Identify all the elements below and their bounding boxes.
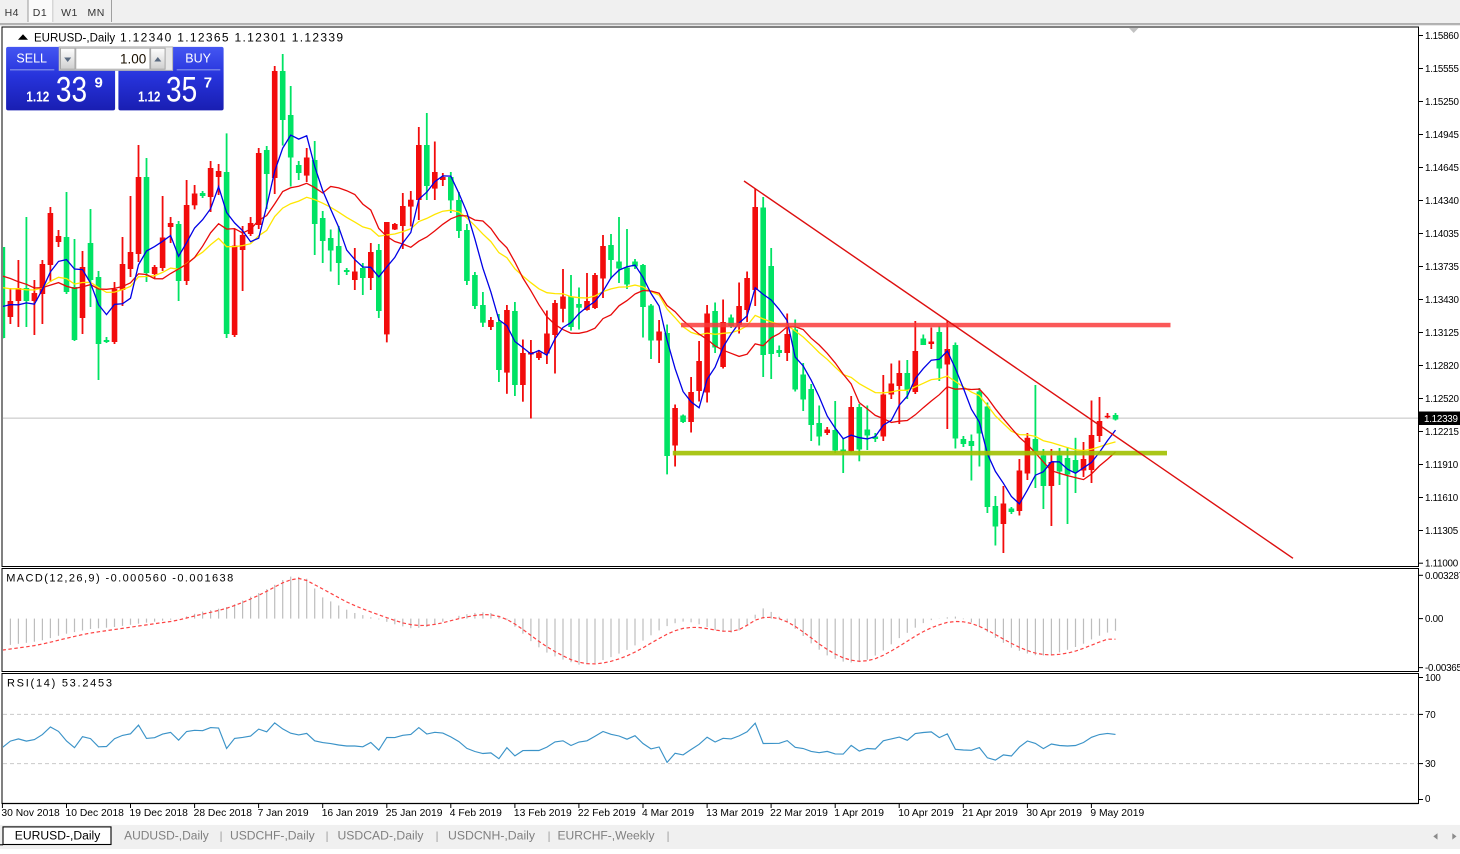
svg-text:1.12339: 1.12339 <box>1424 414 1458 425</box>
svg-text:1.12520: 1.12520 <box>1425 394 1459 405</box>
svg-text:13 Mar 2019: 13 Mar 2019 <box>706 808 764 819</box>
svg-text:USDCNH-,Daily: USDCNH-,Daily <box>448 830 535 842</box>
svg-text:1.12215: 1.12215 <box>1425 427 1459 438</box>
svg-text:7: 7 <box>204 75 212 92</box>
svg-text:1.13125: 1.13125 <box>1425 328 1459 339</box>
svg-text:1.11000: 1.11000 <box>1425 559 1459 570</box>
svg-text:70: 70 <box>1425 710 1436 721</box>
svg-text:W1: W1 <box>61 7 78 19</box>
svg-text:1.11305: 1.11305 <box>1425 526 1459 537</box>
svg-text:1.15250: 1.15250 <box>1425 97 1459 108</box>
svg-text:1.11910: 1.11910 <box>1425 460 1459 471</box>
svg-text:1.12820: 1.12820 <box>1425 361 1459 372</box>
svg-text:AUDUSD-,Daily: AUDUSD-,Daily <box>124 830 209 842</box>
svg-text:1.12: 1.12 <box>138 89 160 106</box>
svg-text:21 Apr 2019: 21 Apr 2019 <box>962 808 1018 819</box>
svg-text:9: 9 <box>95 75 103 92</box>
svg-text:USDCHF-,Daily: USDCHF-,Daily <box>230 830 315 842</box>
svg-text:30: 30 <box>1425 759 1436 770</box>
svg-text:35: 35 <box>166 71 197 110</box>
svg-text:BUY: BUY <box>185 52 211 66</box>
svg-text:1.11610: 1.11610 <box>1425 493 1459 504</box>
svg-text:19 Dec 2018: 19 Dec 2018 <box>130 808 189 819</box>
svg-text:MN: MN <box>88 7 105 19</box>
svg-text:25 Jan 2019: 25 Jan 2019 <box>386 808 443 819</box>
svg-text:30 Nov 2018: 30 Nov 2018 <box>1 808 60 819</box>
svg-text:0: 0 <box>1425 794 1431 805</box>
svg-text:7 Jan 2019: 7 Jan 2019 <box>258 808 309 819</box>
svg-text:0.003287: 0.003287 <box>1425 571 1460 582</box>
svg-text:28 Dec 2018: 28 Dec 2018 <box>194 808 253 819</box>
svg-text:RSI(14) 53.2453: RSI(14) 53.2453 <box>7 678 112 690</box>
svg-text:D1: D1 <box>33 7 47 19</box>
svg-text:1.12: 1.12 <box>26 89 49 106</box>
svg-text:4 Mar 2019: 4 Mar 2019 <box>642 808 694 819</box>
svg-text:1 Apr 2019: 1 Apr 2019 <box>834 808 884 819</box>
svg-text:EURUSD-,Daily: EURUSD-,Daily <box>15 830 101 842</box>
svg-text:9 May 2019: 9 May 2019 <box>1090 808 1144 819</box>
svg-text:10 Dec 2018: 10 Dec 2018 <box>66 808 125 819</box>
svg-text:EURCHF-,Weekly: EURCHF-,Weekly <box>558 830 655 842</box>
svg-text:USDCAD-,Daily: USDCAD-,Daily <box>338 830 424 842</box>
svg-text:SELL: SELL <box>16 52 47 66</box>
svg-text:1.14035: 1.14035 <box>1425 229 1459 240</box>
svg-text:30 Apr 2019: 30 Apr 2019 <box>1026 808 1082 819</box>
svg-text:22 Mar 2019: 22 Mar 2019 <box>770 808 828 819</box>
svg-text:1.13735: 1.13735 <box>1425 262 1459 273</box>
svg-text:1.12340 1.12365 1.12301 1.1233: 1.12340 1.12365 1.12301 1.12339 <box>120 31 343 45</box>
svg-text:H4: H4 <box>5 7 19 19</box>
svg-text:1.14340: 1.14340 <box>1425 196 1459 207</box>
svg-text:1.14645: 1.14645 <box>1425 163 1459 174</box>
svg-text:1.15860: 1.15860 <box>1425 31 1459 42</box>
svg-text:1.15555: 1.15555 <box>1425 64 1459 75</box>
svg-text:MACD(12,26,9) -0.000560 -0.001: MACD(12,26,9) -0.000560 -0.001638 <box>6 573 233 585</box>
svg-text:1.00: 1.00 <box>120 52 146 67</box>
svg-text:0.00: 0.00 <box>1425 614 1444 625</box>
svg-text:22 Feb 2019: 22 Feb 2019 <box>578 808 636 819</box>
svg-text:|: | <box>667 831 670 843</box>
svg-text:|: | <box>436 831 439 843</box>
svg-text:|: | <box>548 831 551 843</box>
svg-text:16 Jan 2019: 16 Jan 2019 <box>322 808 379 819</box>
svg-text:13 Feb 2019: 13 Feb 2019 <box>514 808 572 819</box>
svg-text:4 Feb 2019: 4 Feb 2019 <box>450 808 502 819</box>
svg-text:|: | <box>220 831 223 843</box>
svg-text:1.14945: 1.14945 <box>1425 130 1459 141</box>
svg-text:EURUSD-,Daily: EURUSD-,Daily <box>34 33 115 45</box>
svg-text:|: | <box>326 831 329 843</box>
svg-text:100: 100 <box>1425 673 1441 684</box>
svg-text:33: 33 <box>56 71 87 110</box>
svg-text:1.13430: 1.13430 <box>1425 295 1459 306</box>
svg-text:10 Apr 2019: 10 Apr 2019 <box>898 808 954 819</box>
